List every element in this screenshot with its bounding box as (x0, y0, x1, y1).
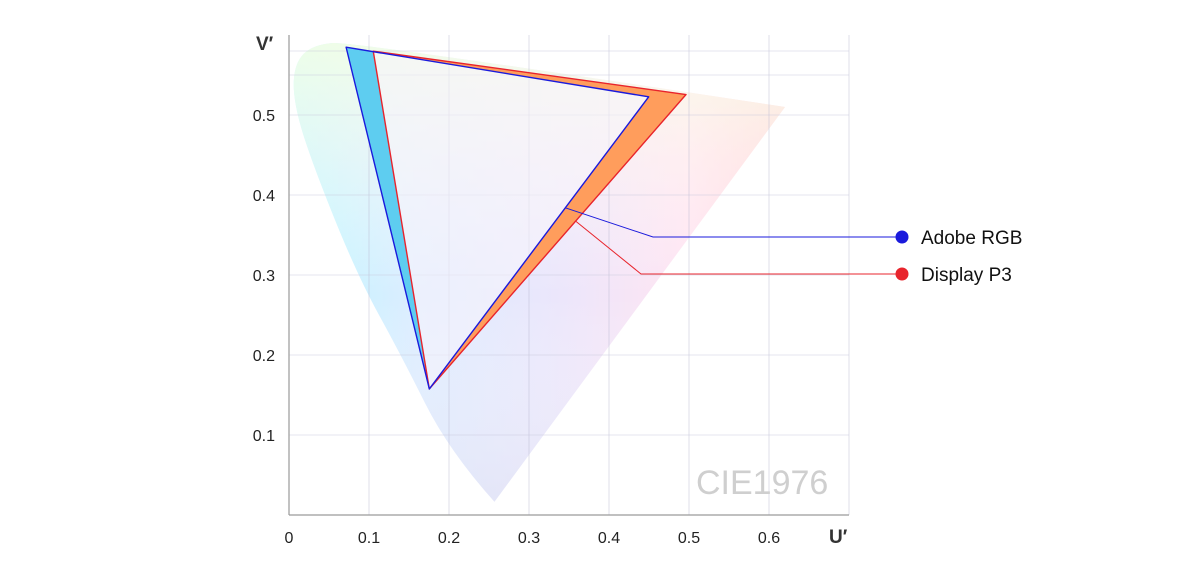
x-tick-label: 0.3 (518, 530, 540, 547)
x-tick-label: 0.1 (358, 530, 380, 547)
x-tick-label: 0 (285, 530, 294, 547)
gamut-overlays (345, 46, 687, 390)
x-ticks: 0 0.1 0.2 0.3 0.4 0.5 0.6 (285, 530, 781, 547)
gamut-overlap-area (373, 51, 649, 389)
leader-line (575, 220, 902, 275)
axes (288, 35, 849, 516)
x-tick-label: 0.4 (598, 530, 620, 547)
legend-marker (895, 230, 909, 244)
x-tick-label: 0.6 (758, 530, 780, 547)
legend: Adobe RGB Display P3 (895, 228, 1022, 286)
chart-watermark: CIE1976 (696, 464, 828, 502)
y-tick-label: 0.4 (253, 188, 275, 205)
adobe-rgb-triangle (345, 46, 650, 390)
x-tick-label: 0.5 (678, 530, 700, 547)
y-tick-label: 0.5 (253, 108, 275, 125)
legend-label: Display P3 (921, 265, 1012, 286)
y-axis-title: V′ (256, 34, 274, 55)
legend-label: Adobe RGB (921, 228, 1022, 249)
y-tick-label: 0.3 (253, 268, 275, 285)
legend-marker (895, 267, 909, 281)
y-ticks: 0.1 0.2 0.3 0.4 0.5 (253, 108, 275, 445)
display-p3-triangle (372, 50, 687, 390)
y-tick-label: 0.1 (253, 428, 275, 445)
leader-line (565, 207, 902, 238)
x-axis-title: U′ (829, 527, 848, 548)
y-tick-label: 0.2 (253, 348, 275, 365)
legend-leader-lines (565, 207, 902, 275)
x-tick-label: 0.2 (438, 530, 460, 547)
